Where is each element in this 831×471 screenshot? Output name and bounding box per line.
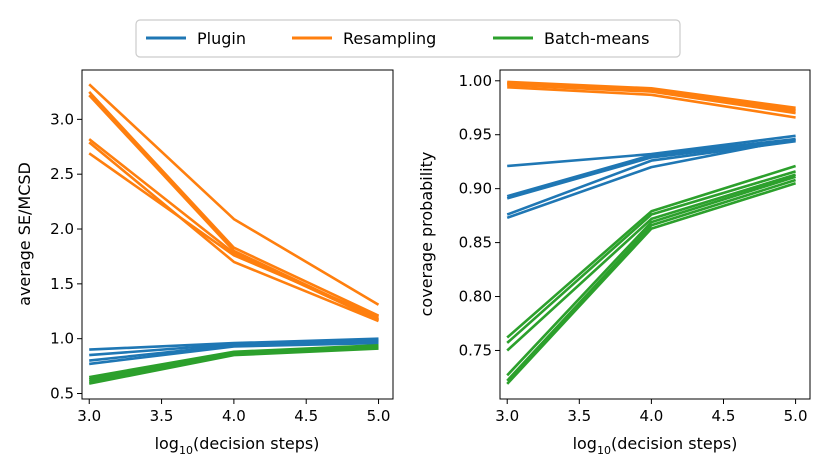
right-chart: 3.0 3.5 4.0 4.5 5.00.750.800.850.900.951.00 …	[417, 69, 811, 457]
left-series-line-resampling-5	[88, 152, 380, 318]
left-y-tick-label: 2.0	[50, 220, 74, 238]
left-chart-ticks: 3.0 3.5 4.0 4.5 5.0 0.5 1.0 1.5 2.0 2.5 3.0	[50, 110, 390, 425]
left-plot-frame	[81, 69, 394, 400]
left-series-line-resampling-2	[88, 94, 380, 321]
left-series-line-resampling-3	[88, 138, 380, 322]
right-chart-series	[506, 80, 796, 385]
left-x-tick-label: 4.0	[222, 407, 246, 425]
left-series-line-batch-13	[88, 347, 379, 385]
right-chart-ticks: 3.0 3.5 4.0 4.5 5.0 0.75 0.80 0.85 0.90 0.95 1.00	[459, 72, 808, 425]
left-x-tick-label: 3.0	[77, 407, 101, 425]
right-series-line-resampling-3	[507, 83, 796, 115]
right-series-line-plugin-9	[506, 137, 796, 220]
right-y-tick-label: 0.75	[459, 341, 492, 359]
right-x-axis-title-sub: 10	[597, 444, 611, 457]
left-series-line-resampling-0	[88, 83, 380, 306]
right-y-tick-label: 0.90	[459, 180, 492, 198]
left-y-tick-label: 1.0	[50, 330, 74, 348]
right-x-tick-label: 3.0	[495, 407, 519, 425]
legend-label-resampling: Resampling	[343, 29, 436, 48]
left-x-axis-title-sub: 10	[179, 444, 193, 457]
left-chart-series	[88, 83, 380, 385]
right-series-line-batch-13	[506, 175, 796, 377]
right-y-tick-label: 1.00	[459, 72, 492, 90]
left-x-axis-title-rest: (decision steps)	[193, 434, 319, 453]
right-y-tick-label: 0.85	[459, 234, 492, 252]
right-x-tick-label: 4.5	[712, 407, 736, 425]
left-x-tick-label: 5.0	[367, 407, 391, 425]
legend-label-batch-means: Batch-means	[544, 29, 649, 48]
right-x-tick-label: 5.0	[784, 407, 808, 425]
legend-label-plugin: Plugin	[197, 29, 246, 48]
left-x-axis-title-main: log	[155, 434, 179, 453]
right-series-line-plugin-7	[506, 138, 796, 200]
legend: Plugin Resampling Batch-means	[135, 19, 681, 58]
left-y-tick-label: 3.0	[50, 110, 74, 128]
right-series-line-batch-10	[506, 164, 796, 339]
left-series-line-plugin-9	[89, 341, 379, 366]
left-series-line-resampling-4	[88, 141, 379, 323]
left-chart: 3.0 3.5 4.0 4.5 5.0 0.5 1.0 1.5 2.0 2.5 3.0 averag…	[15, 69, 394, 457]
left-y-tick-label: 0.5	[50, 385, 74, 403]
right-y-tick-label: 0.80	[459, 288, 492, 306]
left-x-axis-title: log10(decision steps)	[155, 434, 320, 457]
right-series-line-batch-14	[506, 178, 796, 382]
legend-frame	[135, 19, 681, 58]
left-y-axis-title: average SE/MCSD	[15, 162, 34, 306]
right-x-tick-label: 4.0	[639, 407, 663, 425]
left-y-tick-label: 2.5	[50, 165, 74, 183]
right-x-axis-title: log10(decision steps)	[573, 434, 738, 457]
left-y-tick-label: 1.5	[50, 275, 74, 293]
right-x-tick-label: 3.5	[567, 407, 591, 425]
right-x-axis-title-main: log	[573, 434, 597, 453]
left-x-tick-label: 3.5	[150, 407, 174, 425]
right-plot-frame	[499, 69, 811, 400]
right-series-line-plugin-6	[506, 137, 796, 198]
right-series-line-batch-12	[506, 173, 796, 352]
right-y-axis-title: coverage probability	[417, 152, 436, 317]
right-series-line-resampling-4	[507, 86, 796, 119]
right-series-line-batch-11	[506, 170, 796, 344]
right-x-axis-title-rest: (decision steps)	[611, 434, 737, 453]
right-series-line-batch-15	[506, 182, 796, 385]
left-series-line-resampling-1	[88, 91, 380, 317]
left-x-tick-label: 4.5	[294, 407, 318, 425]
right-y-tick-label: 0.95	[459, 126, 492, 144]
